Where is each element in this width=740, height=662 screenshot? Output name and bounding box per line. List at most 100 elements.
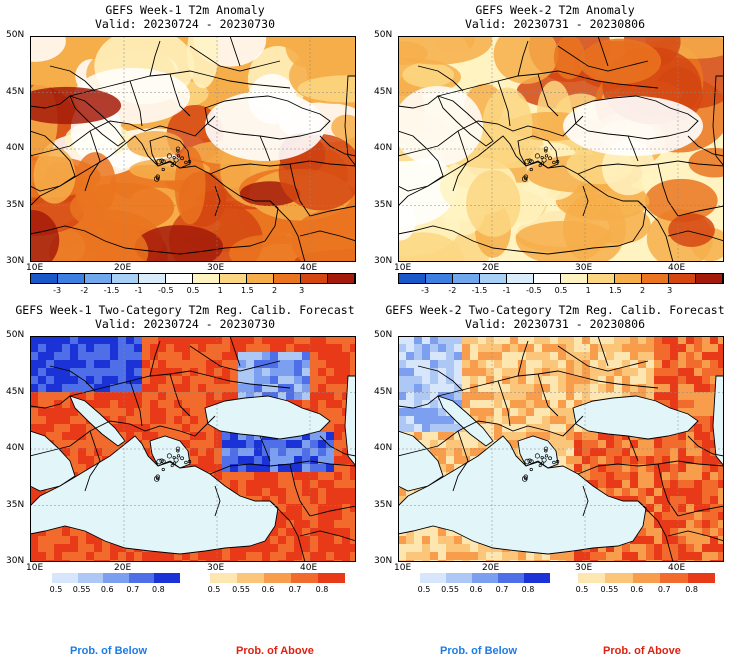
latitude-label: 45N (374, 86, 393, 97)
panel-subtitle: Valid: 20230731 - 20230806 (464, 17, 645, 31)
longitude-label: 40E (668, 263, 686, 273)
colorbar-swatch (524, 573, 550, 583)
latitude-label: 30N (374, 556, 393, 566)
colorbar-swatch (318, 573, 345, 583)
latitude-label: 35N (374, 499, 393, 510)
colorbar-swatch (128, 573, 155, 583)
above-colorbar (578, 573, 716, 583)
latitude-label: 50N (374, 330, 393, 340)
colorbar-tick-label: 0.55 (600, 585, 619, 594)
panel-subtitle: Valid: 20230724 - 20230730 (94, 317, 275, 331)
colorbar-tick-label: 0.7 (126, 585, 140, 594)
latitude-label: 40N (6, 143, 25, 153)
probability-map-week2 (398, 336, 724, 562)
longitude-label: 40E (300, 563, 318, 573)
panel-title: GEFS Week-2 T2m Anomaly (475, 3, 635, 17)
panel-subtitle: Valid: 20230724 - 20230730 (94, 17, 275, 31)
latitude-label: 45N (6, 386, 25, 397)
longitude-label: 30E (575, 263, 593, 273)
longitude-label: 30E (207, 263, 225, 273)
longitude-label: 20E (114, 263, 132, 273)
colorbar-swatch (237, 573, 264, 583)
colorbar-tick-label: -0.5 (526, 286, 542, 295)
colorbar-swatch (660, 573, 688, 583)
latitude-label: 35N (6, 199, 25, 210)
colorbar-swatch (498, 573, 524, 583)
colorbar-swatch (687, 573, 716, 583)
colorbar-tick-label: 3 (299, 286, 305, 295)
above-colorbar (210, 573, 345, 583)
prob-below-label: Prob. of Below (440, 645, 517, 657)
below-colorbar (52, 573, 180, 583)
colorbar-swatch (247, 274, 274, 283)
colorbar-tick-label: 0.5 (49, 585, 63, 594)
colorbar-tick-label: 1 (585, 286, 591, 295)
latitude-label: 30N (6, 556, 25, 566)
colorbar-swatch (328, 274, 355, 283)
latitude-label: 35N (374, 199, 393, 210)
colorbar-tick-label: 0.55 (441, 585, 459, 594)
anomaly-map-week1 (30, 36, 356, 262)
probability-map-week1 (30, 336, 356, 562)
colorbar-tick-label: 1.5 (240, 286, 254, 295)
colorbar-tick-label: -1.5 (471, 286, 488, 295)
colorbar-tick-label: -3 (421, 286, 430, 295)
colorbar-tick-label: 0.6 (630, 585, 644, 594)
anomaly-map-week2 (398, 36, 724, 262)
panel-week1-probability: GEFS Week-1 Two-Category T2m Reg. Calib.… (0, 300, 370, 662)
colorbar-swatch (220, 274, 247, 283)
longitude-label: 30E (207, 563, 225, 573)
colorbar-tick-label: -1 (134, 286, 143, 295)
colorbar-swatch (166, 274, 193, 283)
colorbar-tick-label: 0.5 (207, 585, 221, 594)
latitude-label: 40N (374, 143, 393, 153)
colorbar-swatch (472, 573, 498, 583)
colorbar-swatch (291, 573, 318, 583)
colorbar-tick-label: 0.8 (152, 585, 165, 594)
panel-week1-anomaly: GEFS Week-1 T2m Anomaly Valid: 20230724 … (0, 0, 370, 300)
longitude-label: 30E (575, 563, 593, 573)
colorbar-tick-label: -2 (448, 286, 457, 295)
prob-below-label: Prob. of Below (70, 645, 147, 657)
colorbar-swatch (103, 573, 129, 583)
colorbar-swatch (696, 274, 723, 283)
colorbar-tick-label: 0.5 (575, 585, 589, 594)
latitude-label: 40N (374, 443, 393, 453)
colorbar-swatch (274, 274, 301, 283)
latitude-label: 50N (6, 30, 25, 40)
colorbar-tick-label: 0.6 (100, 585, 114, 594)
colorbar-swatch (85, 274, 112, 283)
longitude-label: 20E (482, 563, 500, 573)
colorbar-swatch (578, 573, 606, 583)
colorbar-swatch (446, 573, 472, 583)
colorbar-swatch (58, 274, 85, 283)
panel-title: GEFS Week-1 Two-Category T2m Reg. Calib.… (15, 303, 355, 317)
latitude-label: 50N (6, 330, 25, 340)
colorbar-swatch (605, 573, 633, 583)
colorbar-swatch (480, 274, 507, 283)
colorbar-swatch (561, 274, 588, 283)
colorbar-swatch (534, 274, 561, 283)
colorbar-swatch (453, 274, 480, 283)
longitude-label: 20E (114, 563, 132, 573)
longitude-label: 10E (26, 563, 44, 573)
colorbar-swatch (264, 573, 291, 583)
colorbar-swatch (420, 573, 446, 583)
colorbar-tick-label: 0.6 (469, 585, 483, 594)
latitude-label: 40N (6, 443, 25, 453)
colorbar-tick-label: -3 (53, 286, 62, 295)
latitude-label: 50N (374, 30, 393, 40)
colorbar-swatch (642, 274, 669, 283)
colorbar-swatch (210, 573, 237, 583)
colorbar-tick-label: 0.55 (72, 585, 91, 594)
colorbar-swatch (52, 573, 78, 583)
latitude-label: 45N (6, 86, 25, 97)
colorbar-swatch (193, 274, 220, 283)
colorbar-tick-label: 0.55 (232, 585, 250, 594)
longitude-label: 20E (482, 263, 500, 273)
colorbar-tick-label: 0.7 (495, 585, 509, 594)
colorbar-swatch (588, 274, 615, 283)
colorbar-swatch (301, 274, 328, 283)
longitude-label: 10E (26, 263, 44, 273)
colorbar-tick-label: 0.8 (315, 585, 329, 594)
